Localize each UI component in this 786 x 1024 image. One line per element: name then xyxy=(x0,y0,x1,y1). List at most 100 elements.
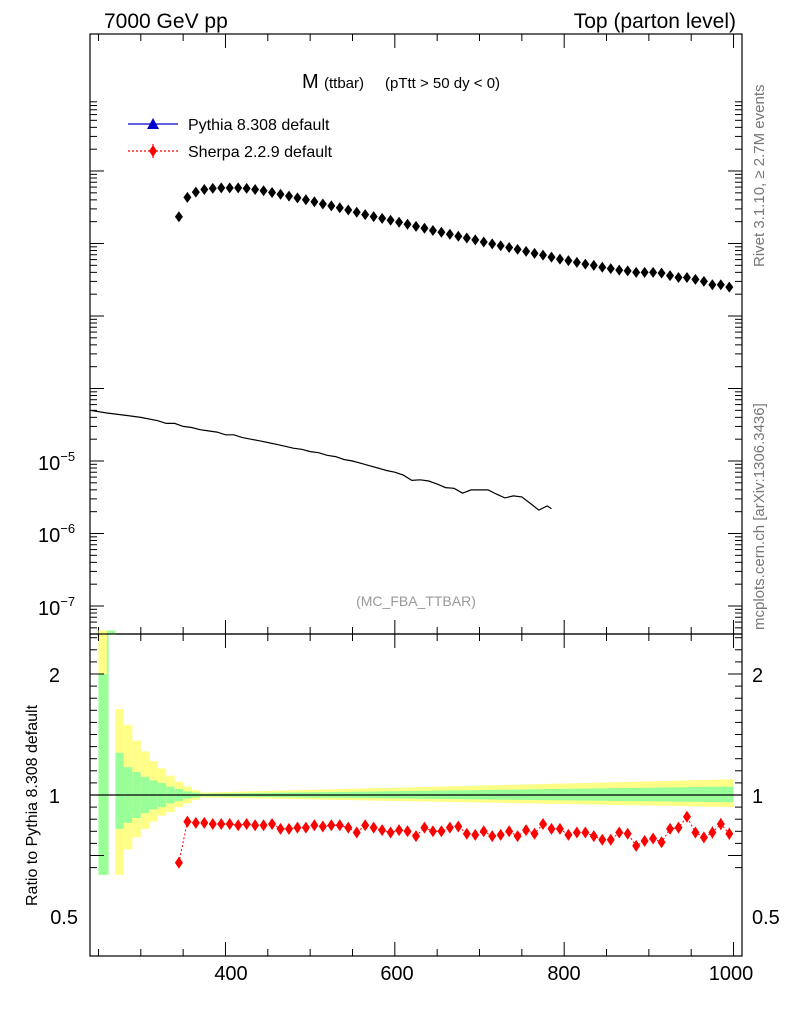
sherpa-ratio-point xyxy=(454,820,463,833)
legend: Pythia 8.308 default Sherpa 2.2.9 defaul… xyxy=(128,117,333,161)
sherpa-ratio-point xyxy=(327,819,336,832)
sherpa-ratio-point xyxy=(691,826,700,839)
bottom-panel-frame xyxy=(89,633,743,957)
sherpa-point xyxy=(640,266,649,278)
sherpa-ratio-point xyxy=(284,822,293,835)
sherpa-point xyxy=(191,186,200,198)
sherpa-point xyxy=(183,191,192,203)
sherpa-ratio-point xyxy=(674,821,683,834)
sherpa-ratio-point xyxy=(657,836,666,849)
sherpa-ratio-point xyxy=(420,821,429,834)
sherpa-ratio-point xyxy=(488,830,497,843)
sherpa-ratio-point xyxy=(403,825,412,838)
ratio-y-tick-left-1: 1 xyxy=(49,786,60,808)
sherpa-ratio-point xyxy=(615,826,624,839)
sherpa-point xyxy=(225,182,234,194)
sherpa-point xyxy=(606,263,615,275)
sherpa-point xyxy=(682,271,691,283)
sherpa-ratio-point xyxy=(623,827,632,840)
sherpa-ratio-point xyxy=(581,826,590,839)
header-left-label: 7000 GeV pp xyxy=(104,10,228,33)
y-tick-label-1e-5: 10−5 xyxy=(38,449,75,475)
sherpa-point xyxy=(649,266,658,278)
sherpa-point xyxy=(284,190,293,202)
main-plot-panel: M (ttbar) (pTtt > 50 dy < 0) (MC_FBA_TTB… xyxy=(38,33,743,635)
sherpa-point xyxy=(572,256,581,268)
sherpa-point xyxy=(208,182,217,194)
sherpa-point xyxy=(276,188,285,200)
sherpa-point xyxy=(471,234,480,246)
sherpa-ratio-point xyxy=(471,828,480,841)
sherpa-point xyxy=(200,184,209,196)
sherpa-point xyxy=(395,216,404,228)
legend-pythia-marker xyxy=(147,118,159,129)
sherpa-ratio-point xyxy=(606,833,615,846)
sherpa-ratio-point xyxy=(301,821,310,834)
sherpa-point xyxy=(412,220,420,232)
sherpa-point xyxy=(251,184,260,196)
sherpa-point xyxy=(259,185,268,197)
sherpa-point xyxy=(437,226,446,238)
sherpa-point xyxy=(428,225,437,237)
ratio-y-axis-label: Ratio to Pythia 8.308 default xyxy=(24,704,41,906)
sherpa-point xyxy=(564,255,573,267)
sherpa-ratio-point xyxy=(234,819,243,832)
sherpa-ratio-point xyxy=(632,839,641,852)
uncertainty-bands xyxy=(90,630,742,956)
sherpa-point xyxy=(505,242,514,254)
ratio-y-tick-right-2: 2 xyxy=(752,665,763,687)
sherpa-point xyxy=(361,209,370,221)
sherpa-ratio-point xyxy=(530,827,539,840)
sherpa-ratio-point xyxy=(699,831,708,844)
sherpa-ratio-point xyxy=(572,826,581,839)
sherpa-ratio-point xyxy=(208,818,217,831)
sherpa-point xyxy=(725,281,734,293)
sherpa-ratio-point xyxy=(589,830,598,843)
bottom-axis-ticks xyxy=(90,634,742,956)
pythia-curve xyxy=(89,409,552,511)
ratio-series-group xyxy=(174,810,734,869)
sherpa-point xyxy=(496,240,505,252)
sherpa-ratio-point xyxy=(708,826,717,839)
sherpa-ratio-point xyxy=(564,828,573,841)
sherpa-point xyxy=(539,249,548,261)
sherpa-point xyxy=(708,279,717,291)
plot-title-main: M xyxy=(302,71,319,93)
sherpa-ratio-point xyxy=(352,826,361,839)
x-tick-label-800: 800 xyxy=(547,963,580,985)
sherpa-point xyxy=(242,182,251,194)
inner-band-bin xyxy=(98,674,107,875)
watermark-label: (MC_FBA_TTBAR) xyxy=(356,593,476,609)
header-right-label: Top (parton level) xyxy=(574,10,736,33)
sherpa-ratio-point xyxy=(412,830,420,843)
sherpa-ratio-point xyxy=(496,828,505,841)
sherpa-ratio-point xyxy=(378,824,387,837)
sherpa-ratio-point xyxy=(513,830,522,843)
sherpa-point xyxy=(716,279,725,291)
ratio-y-tick-right-05: 0.5 xyxy=(752,907,780,929)
sherpa-ratio-point xyxy=(666,822,675,835)
sherpa-point xyxy=(623,265,632,277)
sherpa-ratio-point xyxy=(716,818,725,831)
mcplots-label: mcplots.cern.ch [arXiv:1306.3436] xyxy=(751,403,768,630)
sherpa-ratio-point xyxy=(395,824,404,837)
sherpa-ratio-point xyxy=(386,826,395,839)
sherpa-point xyxy=(293,192,302,204)
top-axis-ticks xyxy=(90,34,742,634)
legend-sherpa-label: Sherpa 2.2.9 default xyxy=(188,144,333,161)
sherpa-point xyxy=(581,258,590,270)
sherpa-ratio-point xyxy=(191,816,200,829)
sherpa-point xyxy=(462,232,471,244)
sherpa-point xyxy=(344,204,353,216)
sherpa-point xyxy=(666,270,675,282)
sherpa-point xyxy=(268,186,277,198)
sherpa-ratio-point xyxy=(251,819,260,832)
legend-pythia-label: Pythia 8.308 default xyxy=(188,117,330,134)
sherpa-ratio-point xyxy=(217,818,226,831)
x-tick-label-1000: 1000 xyxy=(709,963,754,985)
sherpa-ratio-point xyxy=(445,821,454,834)
sherpa-point xyxy=(234,182,243,194)
sherpa-point xyxy=(522,245,531,257)
sherpa-point xyxy=(352,206,361,218)
